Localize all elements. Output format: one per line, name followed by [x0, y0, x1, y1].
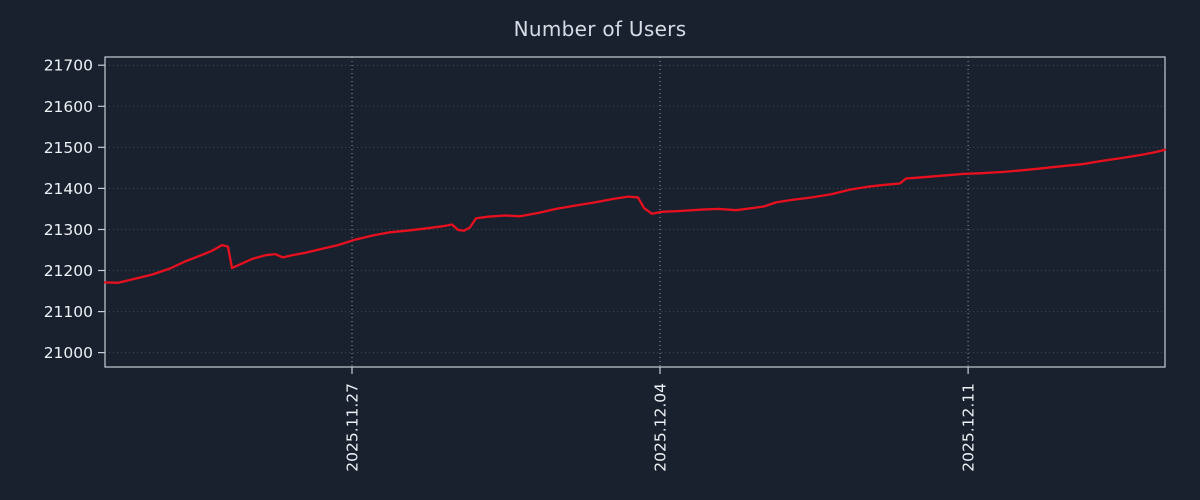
- y-tick-label: 21000: [44, 344, 93, 362]
- y-tick-label: 21300: [44, 221, 93, 239]
- chart-title: Number of Users: [513, 17, 687, 41]
- y-tick-label: 21600: [44, 98, 93, 116]
- y-tick-label: 21200: [44, 262, 93, 280]
- x-tick-label: 2025.11.27: [344, 383, 362, 472]
- plot-frame: [104, 56, 1166, 368]
- series-number-of-users: [103, 148, 1167, 284]
- x-tick-label: 2025.12.11: [960, 383, 978, 472]
- y-tick-label: 21700: [44, 57, 93, 75]
- y-tick-label: 21400: [44, 180, 93, 198]
- y-tick-label: 21100: [44, 303, 93, 321]
- x-tick-label: 2025.12.04: [652, 383, 670, 472]
- y-tick-label: 21500: [44, 139, 93, 157]
